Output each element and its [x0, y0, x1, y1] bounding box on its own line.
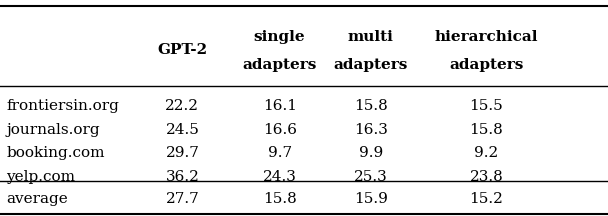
Text: 15.2: 15.2 — [469, 192, 503, 206]
Text: adapters: adapters — [334, 58, 408, 72]
Text: GPT-2: GPT-2 — [157, 43, 207, 57]
Text: hierarchical: hierarchical — [435, 30, 538, 44]
Text: 24.5: 24.5 — [165, 123, 199, 137]
Text: yelp.com: yelp.com — [6, 170, 75, 184]
Text: single: single — [254, 30, 305, 44]
Text: 16.1: 16.1 — [263, 99, 297, 113]
Text: 15.5: 15.5 — [469, 99, 503, 113]
Text: multi: multi — [348, 30, 394, 44]
Text: frontiersin.org: frontiersin.org — [6, 99, 119, 113]
Text: adapters: adapters — [243, 58, 317, 72]
Text: 9.7: 9.7 — [268, 146, 292, 160]
Text: 36.2: 36.2 — [165, 170, 199, 184]
Text: average: average — [6, 192, 68, 206]
Text: 15.8: 15.8 — [354, 99, 388, 113]
Text: 9.9: 9.9 — [359, 146, 383, 160]
Text: 22.2: 22.2 — [165, 99, 199, 113]
Text: 27.7: 27.7 — [165, 192, 199, 206]
Text: 16.6: 16.6 — [263, 123, 297, 137]
Text: 25.3: 25.3 — [354, 170, 388, 184]
Text: 15.9: 15.9 — [354, 192, 388, 206]
Text: 15.8: 15.8 — [469, 123, 503, 137]
Text: adapters: adapters — [449, 58, 523, 72]
Text: 24.3: 24.3 — [263, 170, 297, 184]
Text: 29.7: 29.7 — [165, 146, 199, 160]
Text: 23.8: 23.8 — [469, 170, 503, 184]
Text: journals.org: journals.org — [6, 123, 100, 137]
Text: 9.2: 9.2 — [474, 146, 499, 160]
Text: booking.com: booking.com — [6, 146, 105, 160]
Text: 16.3: 16.3 — [354, 123, 388, 137]
Text: 15.8: 15.8 — [263, 192, 297, 206]
